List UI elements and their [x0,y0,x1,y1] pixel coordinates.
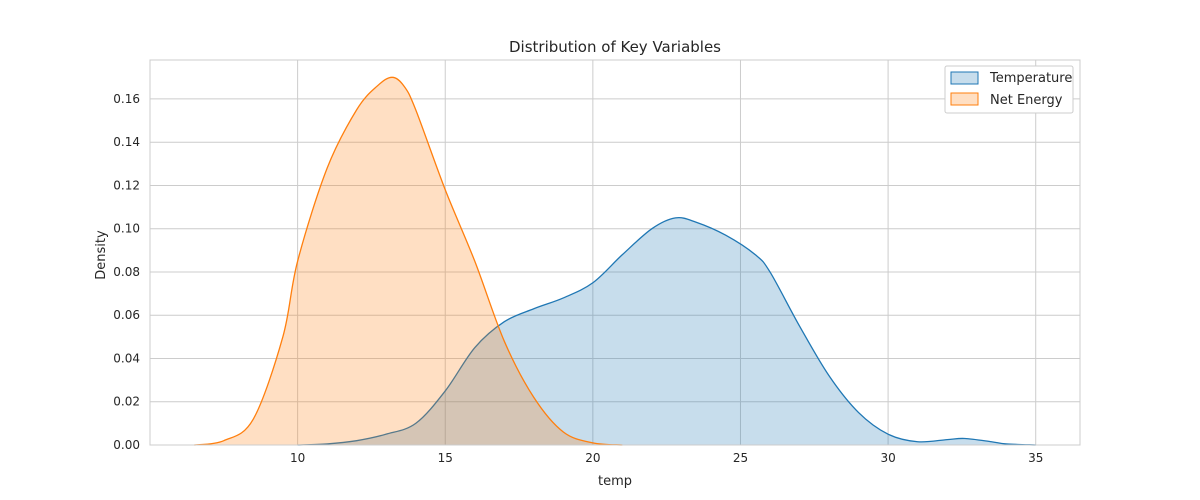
legend-label-net-energy: Net Energy [990,93,1063,108]
x-tick-label: 25 [733,451,748,465]
series-layer [194,76,1036,446]
density-line-temperature [297,217,1036,446]
legend: Temperature Net Energy [944,65,1074,114]
plot-frame [149,59,1081,446]
legend-swatch-net-energy [950,92,979,106]
x-axis-label: temp [598,474,632,489]
y-tick-label: 0.10 [113,222,140,236]
density-area-temperature [297,217,1036,445]
x-tick-label: 15 [438,451,453,465]
x-tick-label: 35 [1028,451,1043,465]
y-tick-label: 0.00 [113,438,140,452]
y-tick-label: 0.08 [113,265,140,279]
y-tick-label: 0.12 [113,178,140,192]
grid [150,60,1080,446]
legend-box [944,65,1074,114]
y-tick-label: 0.02 [113,395,140,409]
x-tick-label: 10 [290,451,305,465]
density-area-net-energy [194,77,623,445]
y-tick-label: 0.06 [113,308,140,322]
legend-label-temperature: Temperature [989,71,1072,86]
legend-swatch-temperature [950,71,979,85]
plot-area [150,60,1080,445]
y-tick-label: 0.04 [113,351,140,365]
tick-labels: 10 15 20 25 30 35 0.00 0.02 0.04 0.06 0.08 0.10 0.12… [113,92,1043,465]
y-tick-label: 0.16 [113,92,140,106]
y-tick-label: 0.14 [113,135,140,149]
x-tick-label: 20 [585,451,600,465]
density-line-net-energy [194,76,623,446]
y-axis-label: Density [94,230,109,280]
chart-title: Distribution of Key Variables [509,38,721,56]
x-tick-label: 30 [880,451,895,465]
